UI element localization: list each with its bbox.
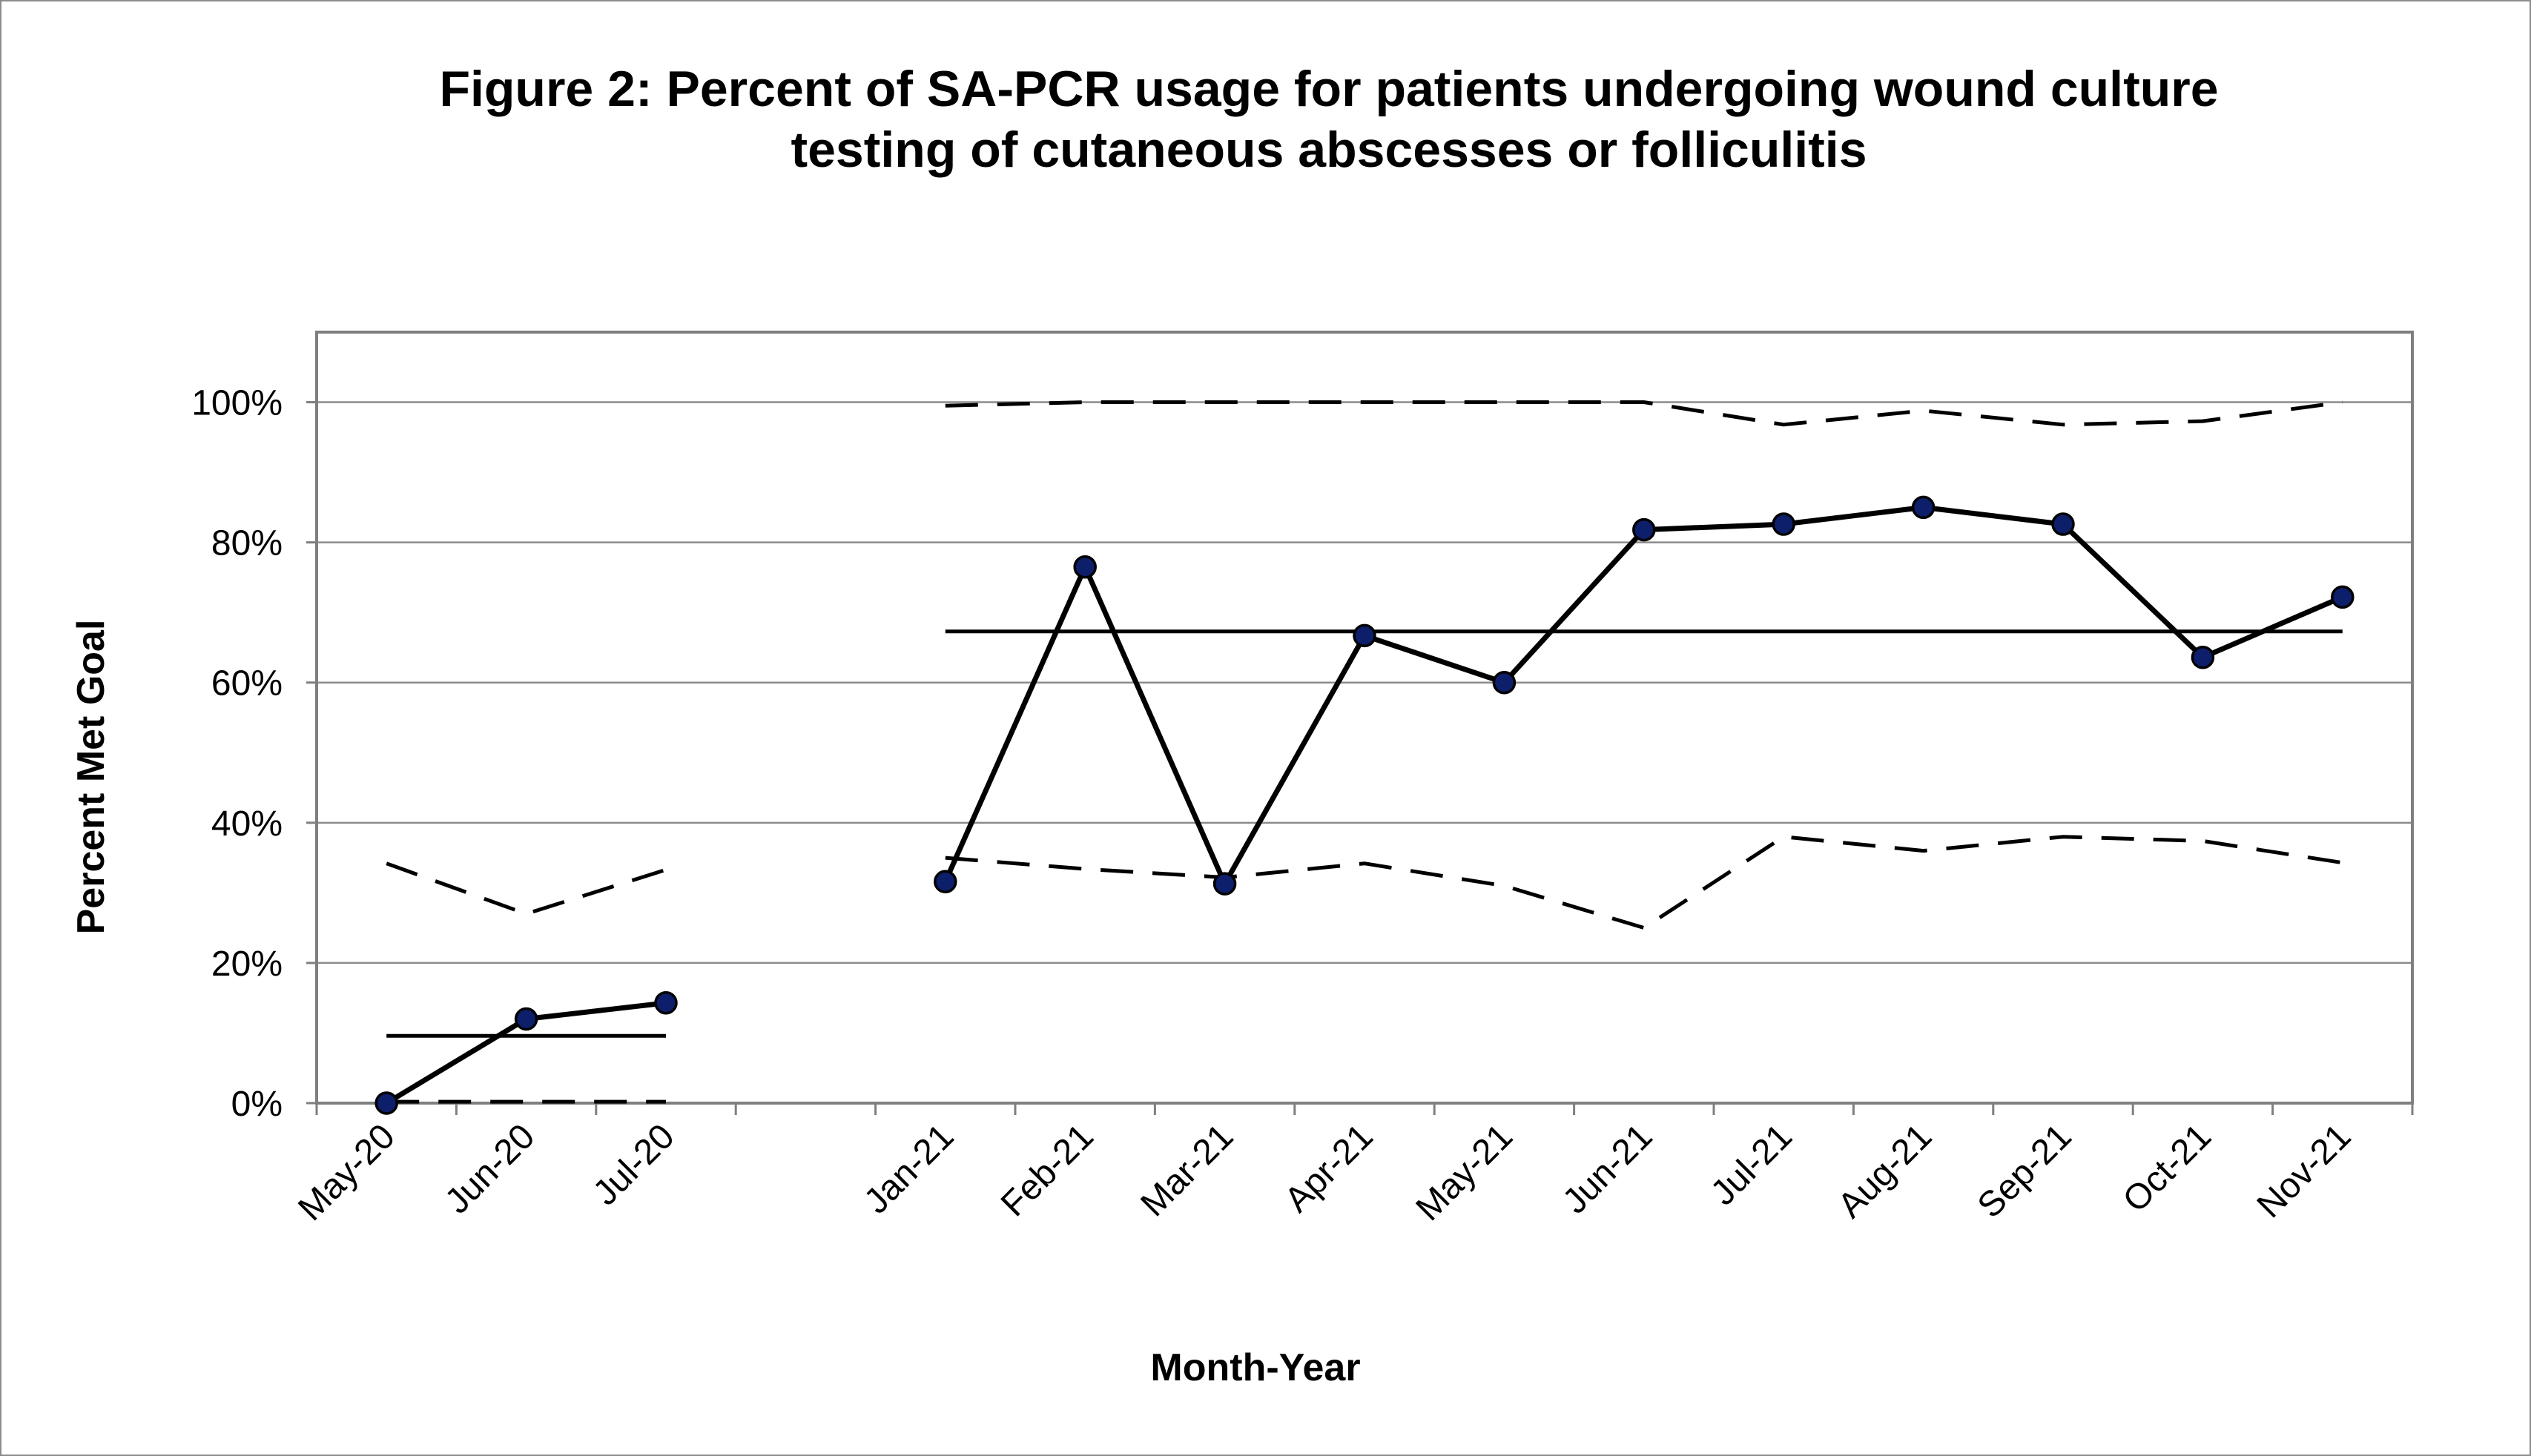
data-point-4 [934, 870, 957, 893]
x-tick-label-14: Nov-21 [2250, 1116, 2359, 1225]
chart-title-line-2: testing of cutaneous abscesses or follic… [791, 122, 1867, 178]
x-tick-label-4: Jan-21 [857, 1116, 961, 1221]
x-tick-label-9: Jun-21 [1555, 1116, 1660, 1221]
y-tick-label-5: 100% [191, 384, 283, 423]
x-tick-label-1: Jun-20 [438, 1116, 542, 1221]
data-point-7 [1353, 623, 1376, 648]
data-point-1 [514, 1007, 538, 1031]
data-point-9 [1632, 517, 1656, 542]
y-tick-label-1: 20% [211, 944, 283, 984]
x-tick-label-6: Mar-21 [1133, 1116, 1241, 1224]
gridlines [317, 401, 2412, 964]
x-tick-label-7: Apr-21 [1277, 1116, 1380, 1220]
data-point-11 [1911, 495, 1936, 520]
data-point-2 [654, 991, 678, 1015]
y-tick-label-3: 60% [211, 664, 283, 704]
data-point-5 [1073, 555, 1097, 579]
x-tick-label-8: May-21 [1409, 1116, 1521, 1228]
series-layer [385, 400, 2344, 1105]
data-point-14 [2331, 585, 2355, 609]
x-tick-label-0: May-20 [291, 1116, 403, 1228]
data-point-10 [1772, 512, 1795, 536]
x-tick-label-10: Jul-21 [1703, 1116, 1800, 1213]
data-point-8 [1492, 670, 1517, 695]
data-point-0 [374, 1091, 398, 1115]
x-tick-label-11: Aug-21 [1830, 1116, 1939, 1225]
marker-layer [374, 495, 2355, 1115]
chart-title: Figure 2: Percent of SA-PCR usage for pa… [439, 61, 2218, 178]
series-0-line-1 [943, 504, 2344, 887]
data-point-13 [2191, 645, 2215, 669]
y-tick-label-4: 80% [211, 524, 283, 563]
x-tick-label-2: Jul-20 [586, 1116, 682, 1213]
y-axis-title: Percent Met Goal [70, 620, 113, 935]
series-3-line-1 [945, 400, 2343, 427]
series-2-line-0 [386, 861, 667, 916]
chart-title-line-1: Figure 2: Percent of SA-PCR usage for pa… [439, 61, 2218, 117]
data-point-12 [2051, 512, 2075, 536]
x-tick-label-13: Oct-21 [2116, 1116, 2219, 1220]
data-point-6 [1212, 872, 1237, 896]
x-tick-label-5: Feb-21 [994, 1116, 1101, 1224]
plot-area [315, 331, 2414, 1105]
x-axis-title: Month-Year [1150, 1346, 1360, 1389]
x-tick-label-12: Sep-21 [1970, 1116, 2079, 1225]
y-tick-label-0: 0% [231, 1085, 283, 1124]
y-tick-label-2: 40% [211, 804, 283, 844]
series-2-line-1 [945, 835, 2343, 930]
